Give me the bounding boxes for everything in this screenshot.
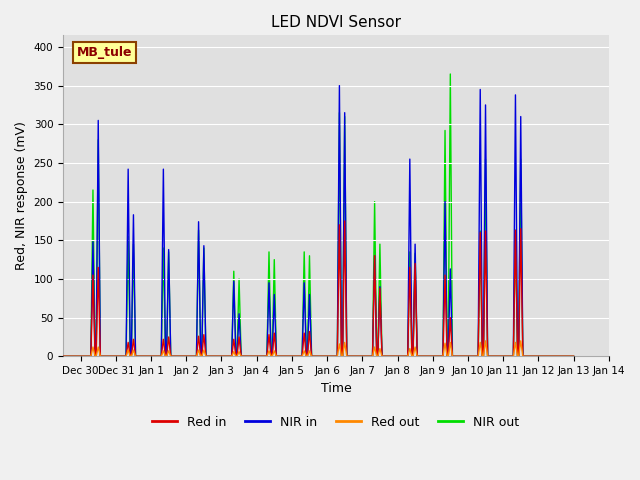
Title: LED NDVI Sensor: LED NDVI Sensor (271, 15, 401, 30)
X-axis label: Time: Time (321, 382, 351, 395)
Legend: Red in, NIR in, Red out, NIR out: Red in, NIR in, Red out, NIR out (147, 411, 525, 434)
Y-axis label: Red, NIR response (mV): Red, NIR response (mV) (15, 121, 28, 270)
Text: MB_tule: MB_tule (77, 46, 132, 59)
